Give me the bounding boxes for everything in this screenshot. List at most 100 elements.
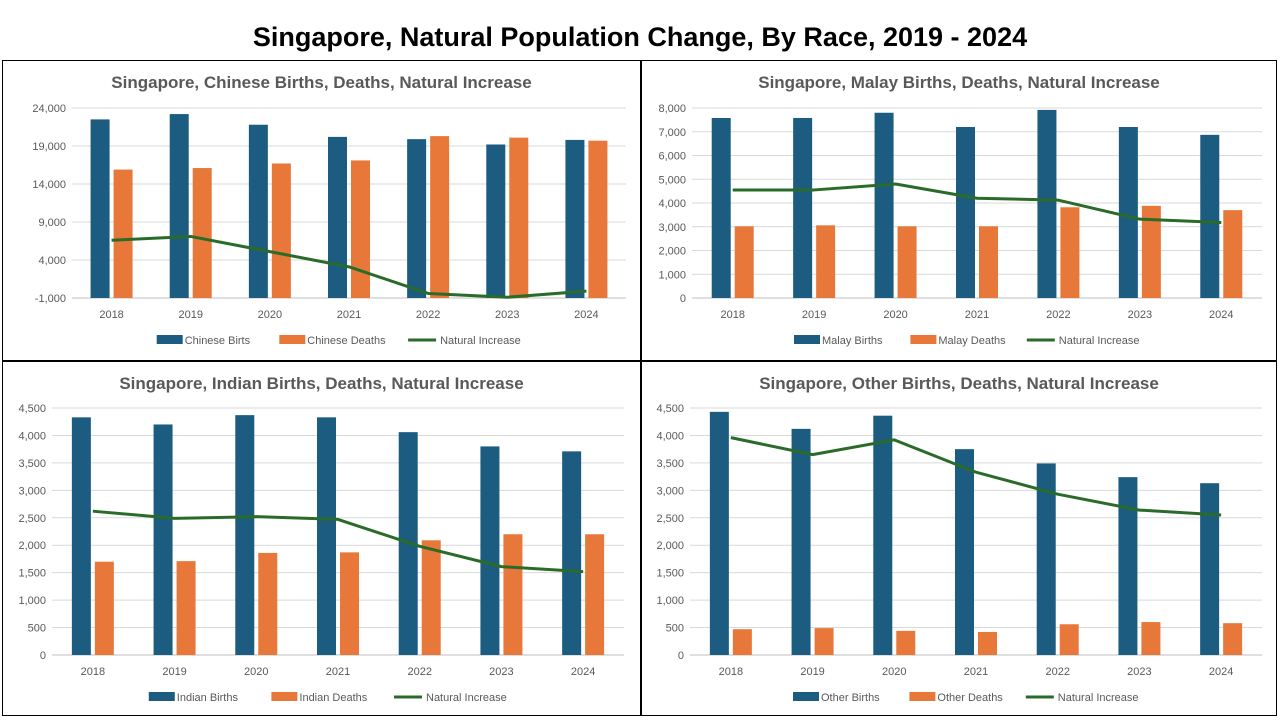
y-tick-label: 4,000 (18, 430, 46, 442)
indian-deaths-bar (94, 561, 114, 655)
malay-births-bar (1200, 134, 1220, 298)
other-births-bar (1118, 477, 1138, 655)
chart-panel-indian: Singapore, Indian Births, Deaths, Natura… (4, 362, 639, 715)
y-tick-label: 3,500 (656, 458, 684, 470)
legend-item: Indian Births (148, 692, 238, 704)
x-tick-label: 2018 (719, 666, 743, 678)
legend-label: Chinese Deaths (307, 335, 386, 347)
legend-label: Other Deaths (937, 692, 1003, 704)
y-tick-label: 500 (666, 623, 684, 635)
y-tick-label: 4,000 (38, 255, 66, 267)
legend-swatch (910, 335, 937, 344)
x-tick-label: 2018 (99, 309, 123, 321)
legend-label: Malay Births (822, 335, 883, 347)
legend-item: Natural Increase (408, 335, 521, 347)
chinese-births-bar (407, 139, 427, 298)
y-tick-label: 4,500 (656, 403, 684, 415)
y-tick-label: 2,000 (656, 540, 684, 552)
legend-swatch (793, 692, 819, 701)
malay-deaths-bar (1141, 205, 1161, 298)
y-tick-label: 6,000 (658, 151, 686, 163)
x-tick-label: 2019 (178, 309, 202, 321)
malay-births-bar (711, 117, 731, 298)
y-tick-label: 24,000 (32, 103, 66, 115)
indian-natural-increase-line (92, 509, 584, 574)
chinese-deaths-bar (113, 169, 133, 298)
legend-label: Natural Increase (426, 692, 507, 704)
x-tick-label: 2021 (965, 309, 989, 321)
indian-deaths-bar (258, 552, 278, 655)
legend-swatch (156, 335, 183, 344)
chart-title-indian: Singapore, Indian Births, Deaths, Natura… (119, 374, 524, 393)
x-tick-label: 2023 (489, 666, 513, 678)
x-tick-label: 2024 (571, 666, 595, 678)
y-tick-label: 0 (680, 293, 686, 305)
indian-births-bar (562, 451, 582, 655)
legend-label: Natural Increase (1058, 692, 1139, 704)
malay-deaths-bar (1060, 207, 1080, 298)
x-tick-label: 2024 (574, 309, 598, 321)
legend-item: Other Deaths (909, 692, 1003, 704)
other-deaths-bar (732, 629, 752, 655)
legend-swatch (279, 335, 306, 344)
y-tick-label: 0 (678, 650, 684, 662)
page-title: Singapore, Natural Population Change, By… (252, 22, 1028, 52)
legend-swatch (148, 692, 175, 701)
chinese-deaths-bar (351, 160, 370, 298)
malay-births-bar (874, 112, 894, 298)
other-births-bar (873, 415, 893, 655)
malay-births-bar (1118, 127, 1138, 298)
other-natural-increase-line (730, 436, 1222, 517)
y-tick-label: 1,000 (18, 595, 46, 607)
legend-item: Indian Deaths (271, 692, 368, 704)
legend-label: Natural Increase (1059, 335, 1140, 347)
chinese-births-bar (486, 144, 506, 298)
panel-divider-vertical (640, 60, 642, 716)
chinese-deaths-bar (271, 163, 291, 298)
malay-births-bar (793, 117, 813, 298)
y-tick-label: 3,000 (18, 485, 46, 497)
y-tick-label: 4,000 (658, 198, 686, 210)
malay-deaths-bar (1223, 210, 1243, 298)
legend-label: Other Births (821, 692, 880, 704)
indian-deaths-bar (340, 552, 359, 655)
legend-label: Malay Deaths (938, 335, 1006, 347)
indian-deaths-bar (176, 561, 196, 655)
x-tick-label: 2021 (337, 309, 361, 321)
x-tick-label: 2020 (882, 666, 906, 678)
legend-item: Malay Births (794, 335, 883, 347)
other-deaths-bar (978, 631, 997, 655)
other-deaths-bar (1059, 624, 1079, 655)
legend-item: Chinese Birts (156, 335, 251, 347)
legend-item: Natural Increase (1026, 335, 1140, 347)
chinese-deaths-bar (430, 136, 450, 298)
malay-births-bar (956, 127, 975, 298)
chart-svg-chinese: 24,000 19,000 14,000 9,000 4,000 -1,000 2018 20… (32, 103, 626, 347)
x-tick-label: 2019 (162, 666, 186, 678)
legend-label: Natural Increase (440, 335, 521, 347)
chart-grid-frame (2, 60, 1277, 716)
chart-svg-indian: 4,500 4,000 3,500 3,000 2,500 2,000 1,500 1,000… (18, 403, 624, 704)
other-births-bar (1036, 463, 1056, 655)
y-tick-label: -1,000 (35, 293, 66, 305)
y-tick-label: 3,000 (656, 485, 684, 497)
chinese-births-bar (248, 124, 268, 298)
y-tick-label: 1,000 (656, 595, 684, 607)
x-tick-label: 2024 (1209, 309, 1233, 321)
indian-deaths-bar (421, 540, 441, 655)
y-tick-label: 7,000 (658, 127, 686, 139)
y-tick-label: 2,500 (18, 513, 46, 525)
y-tick-label: 5,000 (658, 174, 686, 186)
x-tick-label: 2020 (244, 666, 268, 678)
x-tick-label: 2022 (407, 666, 431, 678)
chart-title-chinese: Singapore, Chinese Births, Deaths, Natur… (111, 73, 532, 92)
legend-item: Malay Deaths (910, 335, 1006, 347)
x-tick-label: 2019 (802, 309, 826, 321)
y-tick-label: 1,500 (656, 568, 684, 580)
y-tick-label: 8,000 (658, 103, 686, 115)
y-tick-label: 19,000 (32, 141, 66, 153)
legend-item: Natural Increase (394, 692, 507, 704)
malay-deaths-bar (734, 226, 754, 298)
chinese-births-bar (169, 114, 189, 298)
x-tick-label: 2021 (326, 666, 350, 678)
